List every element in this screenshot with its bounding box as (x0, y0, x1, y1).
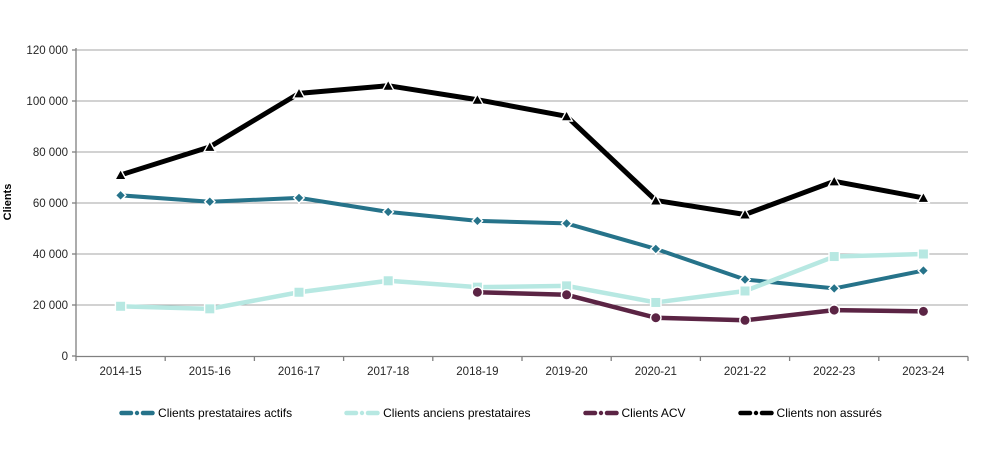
series-line-clients-anciens-prestataires-marker (917, 248, 930, 260)
series-line-clients-anciens-prestataires-marker (293, 286, 305, 299)
series-line-clients-anciens-prestataires-marker (114, 300, 127, 313)
chart-plot-area: 0 20 000 40 000 60 000 80 000 100 000 120 000 2… (26, 45, 969, 378)
series-line-clients-non-assur-s-marker (470, 92, 485, 106)
series-line-clients-anciens-prestataires-marker (382, 274, 395, 287)
series-line-clients-non-assur-s-marker (202, 139, 217, 153)
series-line-clients-prestataires-actifs-marker (382, 205, 395, 219)
x-tick-label: 2017-18 (367, 366, 409, 378)
y-tick-label: 60 000 (33, 198, 68, 210)
series-line-clients-anciens-prestataires (118, 251, 926, 312)
series-line-clients-acv-marker (560, 288, 573, 301)
series-line-clients-prestataires-actifs-marker (649, 242, 662, 256)
series-line-clients-anciens-prestataires-marker (828, 250, 841, 263)
x-tick-label: 2022-23 (813, 366, 855, 378)
y-tick-label: 120 000 (26, 45, 68, 57)
series-line-clients-prestataires-actifs-marker (203, 195, 216, 208)
chart-legend: Clients prestataires actifs Clients ancie… (0, 406, 1001, 420)
series-line-clients-prestataires-actifs-marker (292, 191, 306, 205)
y-tick-label: 0 (62, 351, 68, 363)
legend-label: Clients prestataires actifs (158, 406, 293, 420)
series-line-clients-acv (475, 290, 926, 323)
x-tick-label: 2016-17 (278, 366, 320, 378)
series-line-clients-acv-marker (739, 314, 751, 327)
y-tick-label: 100 000 (26, 96, 68, 108)
series-line-clients-prestataires-actifs-marker (738, 273, 752, 286)
series-line-clients-prestataires-actifs-marker (471, 214, 484, 228)
legend-item-clients-prestataires-actifs: Clients prestataires actifs (119, 406, 292, 420)
legend-label: Clients anciens prestataires (383, 406, 531, 420)
series-line-clients-prestataires-actifs-marker (114, 189, 127, 202)
series-line-clients-non-assur-s-marker (827, 174, 842, 187)
legend-key-icon (119, 410, 155, 416)
series-line-clients-anciens-prestataires-marker (739, 285, 751, 297)
series-line-clients-prestataires-actifs (118, 193, 926, 291)
series-line-clients-prestataires-actifs-marker (917, 264, 930, 277)
legend-label: Clients non assurés (776, 406, 882, 420)
series-line-clients-non-assur-s (118, 83, 926, 217)
x-tick-label: 2021-22 (724, 366, 766, 378)
series-line-clients-non-assur-s-marker (559, 109, 574, 122)
series-line-clients-non-assur-s-marker (381, 78, 396, 92)
x-tick-label: 2020-21 (635, 366, 677, 378)
legend-key-icon (737, 410, 774, 416)
legend-label: Clients ACV (621, 406, 686, 420)
legend-item-clients-non-assur-s: Clients non assurés (737, 406, 882, 420)
y-tick-label: 80 000 (33, 147, 68, 159)
y-tick-label: 20 000 (33, 300, 68, 312)
x-tick-label: 2018-19 (456, 366, 498, 378)
series-line-clients-acv-marker (917, 305, 930, 318)
series-line-clients-anciens-prestataires-marker (203, 302, 216, 315)
series-line-clients-prestataires-actifs-marker (828, 282, 841, 295)
series-line-clients-anciens-prestataires-marker (649, 296, 662, 309)
x-tick-label: 2019-20 (545, 366, 587, 378)
legend-key-icon (344, 410, 380, 416)
series-line-clients-non-assur-s-marker (292, 86, 306, 99)
x-tick-label: 2014-15 (99, 366, 141, 378)
series-line-clients-non-assur-s-marker (738, 207, 752, 220)
series-line-clients-non-assur-s-marker (648, 193, 663, 206)
series-line-clients-non-assur-s-marker (916, 190, 931, 204)
x-tick-label: 2023-24 (902, 366, 945, 378)
x-tick-label: 2015-16 (189, 366, 231, 378)
series-line-clients-acv-marker (649, 311, 662, 324)
y-tick-label: 40 000 (33, 249, 68, 261)
series-line-clients-acv-marker (471, 286, 484, 299)
series-line-clients-acv-marker (828, 304, 841, 316)
series-line-clients-non-assur-s-marker (113, 167, 128, 181)
y-axis-title: Clients (2, 183, 14, 221)
legend-item-clients-acv: Clients ACV (582, 406, 686, 420)
series-line-clients-prestataires-actifs-marker (560, 217, 573, 230)
legend-item-clients-anciens-prestataires: Clients anciens prestataires (344, 406, 531, 420)
legend-key-icon (582, 410, 619, 416)
